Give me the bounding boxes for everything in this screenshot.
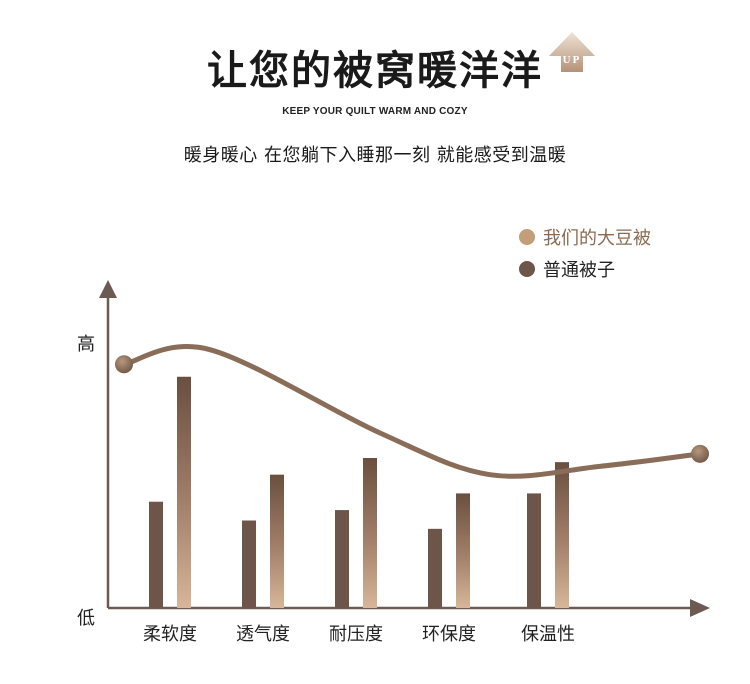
bar-ordinary-1 xyxy=(149,501,163,608)
x-tick-label-2: 透气度 xyxy=(236,624,290,645)
x-tick-label-4: 环保度 xyxy=(422,624,476,645)
bar-our-product-4 xyxy=(456,493,470,608)
subtitle-chinese: 暖身暖心 在您躺下入睡那一刻 就能感受到温暖 xyxy=(183,145,567,166)
page-title: 让您的被窝暖洋洋 UP xyxy=(0,32,750,96)
trend-curve-end-dot xyxy=(691,444,709,463)
x-axis-arrow xyxy=(690,599,710,617)
legend-label-2: 普通被子 xyxy=(543,260,615,281)
legend-label-1: 我们的大豆被 xyxy=(543,228,651,249)
x-tick-label-3: 耐压度 xyxy=(329,624,383,645)
bar-our-product-2 xyxy=(270,474,284,608)
x-tick-label-5: 保温性 xyxy=(521,624,575,645)
subtitle-english: KEEP YOUR QUILT WARM AND COZY xyxy=(282,106,468,117)
trend-curve-line xyxy=(121,344,703,479)
up-badge-text: UP xyxy=(563,54,582,66)
bar-our-product-5 xyxy=(555,462,569,608)
bar-ordinary-5 xyxy=(527,493,541,608)
up-arrow-icon: UP xyxy=(549,32,595,72)
y-tick-label-high: 高 xyxy=(77,334,95,355)
x-tick-label-1: 柔软度 xyxy=(143,624,197,645)
bar-our-product-3 xyxy=(363,458,377,608)
y-axis-arrow xyxy=(99,280,117,298)
bar-ordinary-3 xyxy=(335,510,349,608)
legend-marker-1 xyxy=(519,229,535,245)
trend-curve-start-dot xyxy=(115,355,133,374)
bar-ordinary-2 xyxy=(242,520,256,608)
y-tick-label-low: 低 xyxy=(77,608,95,629)
title-text: 让您的被窝暖洋洋 xyxy=(207,48,543,94)
bar-our-product-1 xyxy=(177,376,191,608)
legend-marker-2 xyxy=(519,261,535,277)
bar-ordinary-4 xyxy=(428,528,442,608)
